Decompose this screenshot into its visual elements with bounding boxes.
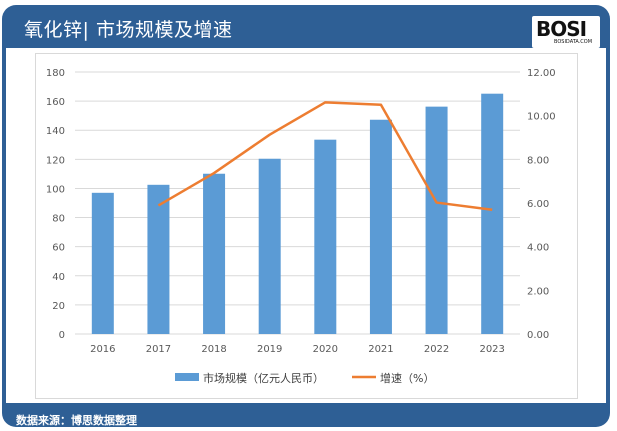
x-tick-label: 2019 [257,344,282,355]
y-right-tick-label: 2.00 [527,286,549,297]
y-left-tick-label: 60 [52,243,65,254]
x-tick-label: 2022 [424,344,449,355]
y-right-tick-label: 4.00 [527,243,549,254]
bosi-logo: BOSI BOSIDATA.COM [532,16,600,48]
x-tick-label: 2020 [313,344,338,355]
page-title: 氧化锌| 市场规模及增速 [24,19,233,41]
y-right-tick-label: 10.00 [527,112,556,123]
data-source: 数据来源：博思数据整理 [16,414,137,427]
logo-domain: BOSIDATA.COM [554,39,593,45]
y-left-tick-label: 100 [46,184,65,195]
x-tick-label: 2021 [368,344,393,355]
x-tick-label: 2023 [479,344,504,355]
x-tick-label: 2018 [201,344,226,355]
x-tick-label: 2017 [146,344,171,355]
bar-2021 [369,119,392,335]
legend-bar-swatch [175,373,199,381]
y-right-tick-label: 0.00 [527,330,549,341]
y-right-tick-label: 8.00 [527,155,549,166]
y-left-tick-label: 140 [46,126,65,137]
bar-2016 [91,192,114,334]
bar-2022 [425,106,448,335]
legend-line-label: 增速（%） [380,371,434,385]
bar-2019 [258,158,281,334]
bar-2020 [314,139,337,334]
legend-bar-label: 市场规模（亿元人民币） [203,371,324,385]
y-left-tick-label: 160 [46,97,65,108]
logo-text: BOSI [536,17,587,41]
y-left-tick-label: 0 [59,330,65,341]
bar-2018 [203,173,226,334]
y-right-tick-label: 6.00 [527,199,549,210]
y-left-tick-label: 20 [52,301,65,312]
bar-2017 [147,184,170,334]
bar-2023 [481,93,504,334]
y-left-tick-label: 180 [46,68,65,79]
y-right-tick-label: 12.00 [527,68,556,79]
x-tick-label: 2016 [90,344,115,355]
y-left-tick-label: 80 [52,214,65,225]
y-left-tick-label: 40 [52,272,65,283]
y-left-tick-label: 120 [46,155,65,166]
